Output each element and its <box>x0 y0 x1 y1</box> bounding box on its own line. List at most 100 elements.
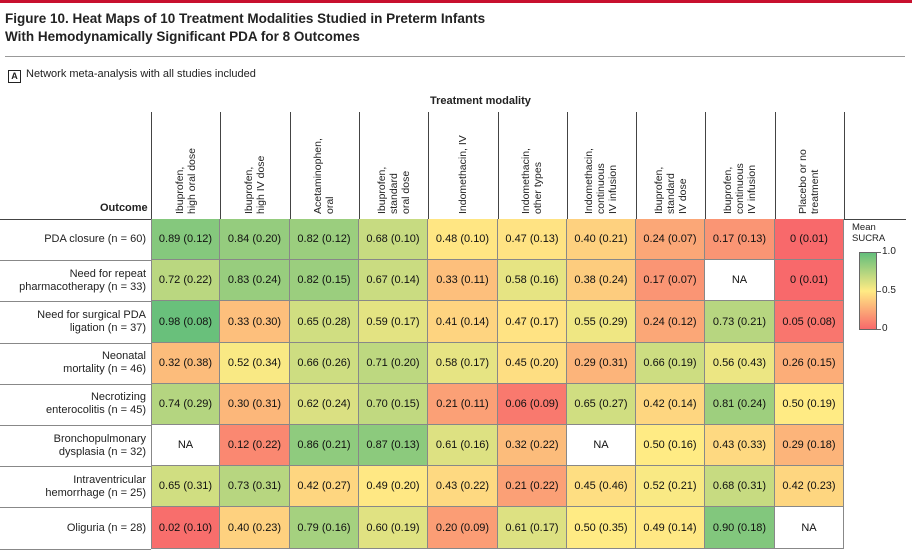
heatmap-cell: 0.61 (0.16) <box>428 425 498 466</box>
heatmap-cell: 0.33 (0.11) <box>428 260 498 301</box>
legend-color-bar <box>859 252 877 330</box>
column-label: Indomethacin, other types <box>520 148 544 214</box>
heatmap-cell: 0.43 (0.33) <box>705 425 775 466</box>
heatmap-cell: 0.70 (0.15) <box>359 384 428 425</box>
heatmap-cell: 0.72 (0.22) <box>151 260 220 301</box>
legend-title: Mean SUCRA <box>852 222 886 244</box>
column-label: Placebo or no treatment <box>797 149 821 214</box>
heatmap-cell: 0.87 (0.13) <box>359 425 428 466</box>
heatmap-cell: 0.49 (0.14) <box>636 507 705 549</box>
heatmap-cell: 0.32 (0.22) <box>498 425 567 466</box>
heatmap-cell: 0 (0.01) <box>775 219 844 260</box>
heatmap-cell: 0.45 (0.20) <box>498 343 567 384</box>
heatmap-cell: 0.73 (0.31) <box>220 466 290 507</box>
column-divider <box>151 112 152 219</box>
heatmap-cell: 0.47 (0.17) <box>498 301 567 343</box>
heatmap-cell: 0.48 (0.10) <box>428 219 498 260</box>
row-label: Bronchopulmonary dysplasia (n = 32) <box>53 433 146 458</box>
heatmap-cell: NA <box>705 260 775 301</box>
heatmap-cell: 0.58 (0.17) <box>428 343 498 384</box>
row-label: Need for repeat pharmacotherapy (n = 33) <box>19 268 146 293</box>
heatmap-cell: 0.40 (0.21) <box>567 219 636 260</box>
x-axis-title: Treatment modality <box>430 95 531 107</box>
heatmap-cell: 0.30 (0.31) <box>220 384 290 425</box>
heatmap-cell: 0.26 (0.15) <box>775 343 844 384</box>
row-divider <box>0 260 151 261</box>
heatmap-cell: 0.50 (0.19) <box>775 384 844 425</box>
heatmap-cell: 0.68 (0.31) <box>705 466 775 507</box>
row-label: Oliguria (n = 28) <box>66 522 146 534</box>
y-axis-title: Outcome <box>100 202 148 214</box>
heatmap-cell: 0.82 (0.15) <box>290 260 359 301</box>
heatmap-cell: 0.90 (0.18) <box>705 507 775 549</box>
heatmap-cell: 0.45 (0.46) <box>567 466 636 507</box>
row-label: Neonatal mortality (n = 46) <box>63 350 146 375</box>
heatmap-cell: 0.50 (0.35) <box>567 507 636 549</box>
legend-tick-mark <box>877 252 881 253</box>
legend-tick-label: 1.0 <box>882 246 896 257</box>
heatmap-cell: 0.24 (0.12) <box>636 301 705 343</box>
heatmap-cell: 0.32 (0.38) <box>151 343 220 384</box>
row-divider <box>0 549 151 550</box>
heatmap-cell: 0.33 (0.30) <box>220 301 290 343</box>
heatmap-cell: 0.59 (0.17) <box>359 301 428 343</box>
column-label: Ibuprofen, high oral dose <box>174 148 198 214</box>
column-divider <box>775 112 776 219</box>
heatmap-cell: 0.60 (0.19) <box>359 507 428 549</box>
column-divider <box>290 112 291 219</box>
panel-label: A Network meta-analysis with all studies … <box>8 68 256 83</box>
heatmap-cell: 0.71 (0.20) <box>359 343 428 384</box>
column-divider <box>567 112 568 219</box>
heatmap-cell: 0.42 (0.14) <box>636 384 705 425</box>
heatmap-cell: 0.81 (0.24) <box>705 384 775 425</box>
row-label: PDA closure (n = 60) <box>44 233 146 245</box>
heatmap-cell: 0.62 (0.24) <box>290 384 359 425</box>
panel-letter-box: A <box>8 70 21 83</box>
heatmap-cell: 0.79 (0.16) <box>290 507 359 549</box>
row-divider <box>0 507 151 508</box>
heatmap-cell: 0.74 (0.29) <box>151 384 220 425</box>
column-label: Acetaminophen, oral <box>312 138 336 214</box>
heatmap-cell: 0.17 (0.13) <box>705 219 775 260</box>
heatmap-cell: 0.58 (0.16) <box>498 260 567 301</box>
panel-caption: Network meta-analysis with all studies i… <box>26 68 256 80</box>
column-label: Ibuprofen, high IV dose <box>243 155 267 214</box>
row-label: Necrotizing enterocolitis (n = 45) <box>46 391 146 416</box>
column-label: Ibuprofen, standard oral dose <box>376 166 412 214</box>
legend-tick-label: 0.5 <box>882 285 896 296</box>
column-divider <box>498 112 499 219</box>
column-divider <box>705 112 706 219</box>
heatmap-cell: 0.05 (0.08) <box>775 301 844 343</box>
heatmap-cell: 0.66 (0.26) <box>290 343 359 384</box>
heatmap-cell: NA <box>775 507 844 549</box>
heatmap-cell: 0.20 (0.09) <box>428 507 498 549</box>
heatmap-cell: 0.61 (0.17) <box>498 507 567 549</box>
row-label: Need for surgical PDA ligation (n = 37) <box>37 309 146 334</box>
heatmap-cell: 0.38 (0.24) <box>567 260 636 301</box>
heatmap-cell: 0.65 (0.27) <box>567 384 636 425</box>
heatmap-cell: 0.56 (0.43) <box>705 343 775 384</box>
column-divider <box>844 112 845 219</box>
heatmap-cell: 0.42 (0.23) <box>775 466 844 507</box>
column-divider <box>220 112 221 219</box>
heatmap-cell: 0.42 (0.27) <box>290 466 359 507</box>
row-divider <box>0 384 151 385</box>
top-accent-bar <box>0 0 912 3</box>
heatmap-cell: 0.21 (0.22) <box>498 466 567 507</box>
heatmap-cell: 0.55 (0.29) <box>567 301 636 343</box>
heatmap-cell: 0.41 (0.14) <box>428 301 498 343</box>
heatmap-cell: 0.98 (0.08) <box>151 301 220 343</box>
column-label: Indomethacin, IV <box>457 135 469 214</box>
column-divider <box>428 112 429 219</box>
heatmap-cell: 0.52 (0.34) <box>220 343 290 384</box>
heatmap-cell: 0.21 (0.11) <box>428 384 498 425</box>
heatmap-cell: 0.52 (0.21) <box>636 466 705 507</box>
figure-title: Figure 10. Heat Maps of 10 Treatment Mod… <box>5 10 485 46</box>
column-label: Indomethacin, continuous IV infusion <box>583 148 619 214</box>
heatmap-cell: 0.67 (0.14) <box>359 260 428 301</box>
figure-title-line-2: With Hemodynamically Significant PDA for… <box>5 29 360 44</box>
heatmap-cell: NA <box>567 425 636 466</box>
heatmap-cell: 0.49 (0.20) <box>359 466 428 507</box>
heatmap-cell: 0.89 (0.12) <box>151 219 220 260</box>
heatmap-cell: 0.47 (0.13) <box>498 219 567 260</box>
